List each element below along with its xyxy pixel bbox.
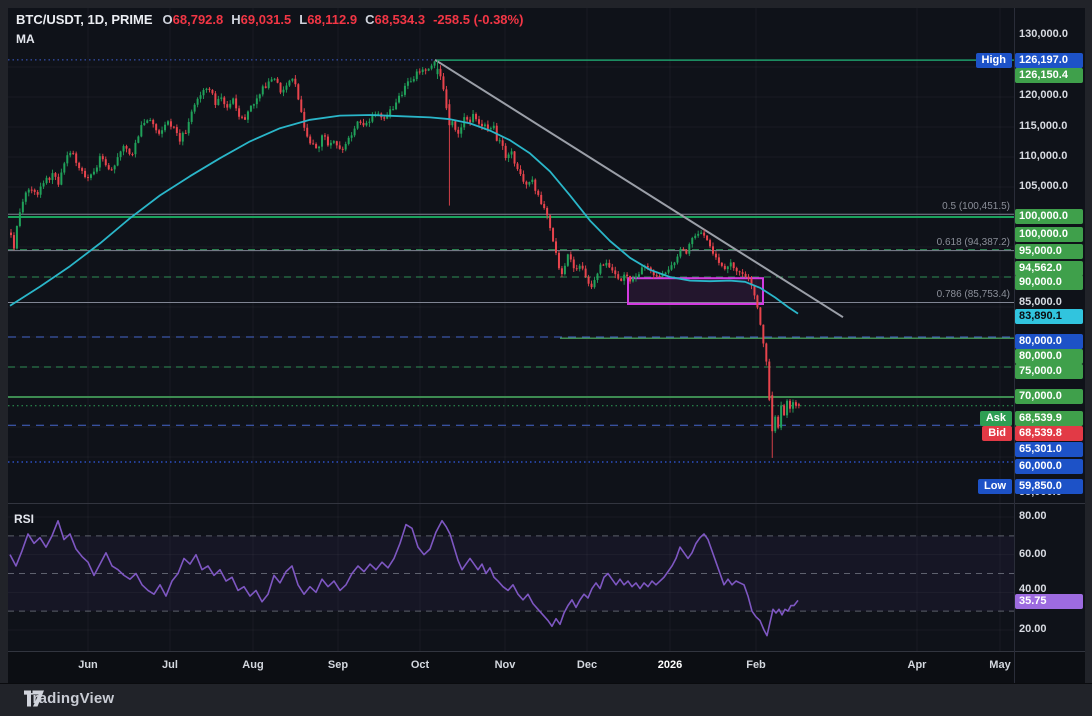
time-axis-label[interactable]: Aug xyxy=(242,659,264,671)
ohlc-close-label: C xyxy=(365,12,375,27)
fib-level-label: 0.786 (85,753.4) xyxy=(936,289,1010,300)
time-axis-label[interactable]: Oct xyxy=(410,659,430,671)
price-axis-label[interactable]: 100,000.0 xyxy=(1015,227,1083,242)
price-axis-label[interactable]: 126,197.0 xyxy=(1015,53,1083,68)
ohlc-high-value: 69,031.5 xyxy=(240,12,292,27)
price-axis-label[interactable]: 85,000.0 xyxy=(1019,296,1062,308)
price-axis-border[interactable] xyxy=(1014,8,1015,683)
ohlc-close-value: 68,534.3 xyxy=(374,12,426,27)
price-axis-label[interactable]: 115,000.0 xyxy=(1019,120,1068,132)
rsi-axis-label[interactable]: 80.00 xyxy=(1019,510,1047,522)
ohlc-high-label: H xyxy=(231,12,241,27)
time-axis-strip[interactable] xyxy=(8,651,1085,683)
axis-divider xyxy=(8,651,1085,652)
candlestick-series[interactable] xyxy=(10,59,800,458)
price-axis-label[interactable]: 94,562.0 xyxy=(1015,261,1083,276)
price-axis-label[interactable]: 90,000.0 xyxy=(1015,275,1083,290)
price-axis-label[interactable]: 68,539.9 xyxy=(1015,411,1083,426)
change-value: -258.5 (-0.38%) xyxy=(433,12,524,27)
ohlc-low-value: 68,112.9 xyxy=(307,12,358,27)
symbol-title[interactable]: BTC/USDT, 1D, PRIME xyxy=(16,12,153,27)
price-axis-label[interactable]: 95,000.0 xyxy=(1015,244,1083,259)
time-axis-label[interactable]: May xyxy=(989,659,1011,671)
symbol-legend: BTC/USDT, 1D, PRIME O68,792.8 H69,031.5 L68… xyxy=(16,12,523,46)
toolbar-divider xyxy=(0,683,1092,684)
ma-indicator-label[interactable]: MA xyxy=(16,32,35,46)
price-axis-label[interactable]: 75,000.0 xyxy=(1015,364,1083,379)
rsi-indicator-label[interactable]: RSI xyxy=(14,512,35,526)
tradingview-logo-icon xyxy=(24,690,44,707)
price-axis-label[interactable]: 65,301.0 xyxy=(1015,442,1083,457)
time-axis-label[interactable]: Sep xyxy=(327,659,349,671)
fib-level-label: 0.618 (94,387.2) xyxy=(936,237,1010,248)
bid-tag: Bid xyxy=(982,426,1012,441)
rsi-axis-label[interactable]: 35.75 xyxy=(1015,594,1083,609)
rsi-axis-label[interactable]: 20.00 xyxy=(1019,623,1047,635)
consolidation-rectangle[interactable] xyxy=(627,277,764,306)
time-axis-label[interactable]: Nov xyxy=(494,659,516,671)
time-axis-label[interactable]: Apr xyxy=(907,659,927,671)
price-axis-label[interactable]: 120,000.0 xyxy=(1019,89,1068,101)
time-axis-label[interactable]: Jul xyxy=(162,659,178,671)
rsi-line[interactable] xyxy=(9,519,799,637)
rsi-axis-label[interactable]: 60.00 xyxy=(1019,548,1047,560)
tradingview-logo-text: TradingView xyxy=(24,690,115,707)
rsi-pane[interactable] xyxy=(8,519,1014,637)
ohlc-open-label: O xyxy=(162,12,173,27)
price-axis-label[interactable]: 100,000.0 xyxy=(1015,209,1083,224)
rsi-band xyxy=(8,535,1014,612)
price-axis-label[interactable]: 70,000.0 xyxy=(1015,389,1083,404)
bottom-toolbar: TradingView xyxy=(0,684,1092,716)
price-axis-label[interactable]: 59,850.0 xyxy=(1015,479,1083,494)
price-axis-label[interactable]: 130,000.0 xyxy=(1019,28,1068,40)
ask-tag: Ask xyxy=(979,411,1012,426)
ohlc-low-label: L xyxy=(299,12,308,27)
price-axis-label[interactable]: 80,000.0 xyxy=(1015,334,1083,349)
time-axis-label[interactable]: Jun xyxy=(78,659,98,671)
price-axis-label[interactable]: 60,000.0 xyxy=(1015,459,1083,474)
price-pane[interactable] xyxy=(8,58,1014,463)
tradingview-logo[interactable]: TradingView xyxy=(24,690,114,707)
time-axis-label[interactable]: Feb xyxy=(746,659,766,671)
rsi-axis-label[interactable]: 40.00 xyxy=(1019,583,1047,595)
price-axis-label[interactable]: 126,150.4 xyxy=(1015,68,1083,83)
price-axis-label[interactable]: 110,000.0 xyxy=(1019,150,1068,162)
ma-line[interactable] xyxy=(9,114,799,315)
fib-level-label: 0.5 (100,451.5) xyxy=(942,201,1010,212)
price-axis-label[interactable]: 68,539.8 xyxy=(1015,426,1083,441)
ohlc-open-value: 68,792.8 xyxy=(172,12,224,27)
high-tag: High xyxy=(975,53,1012,68)
price-axis-label[interactable]: 105,000.0 xyxy=(1019,180,1068,192)
low-tag: Low xyxy=(978,479,1012,494)
time-axis-label[interactable]: Dec xyxy=(576,659,598,671)
time-axis-label[interactable]: 2026 xyxy=(657,659,683,671)
pane-divider[interactable] xyxy=(8,503,1085,504)
price-axis-label[interactable]: 83,890.1 xyxy=(1015,309,1083,324)
chart-panes-background xyxy=(8,8,1085,683)
descending-trendline[interactable] xyxy=(434,58,844,319)
price-axis-label[interactable]: 80,000.0 xyxy=(1015,349,1083,364)
